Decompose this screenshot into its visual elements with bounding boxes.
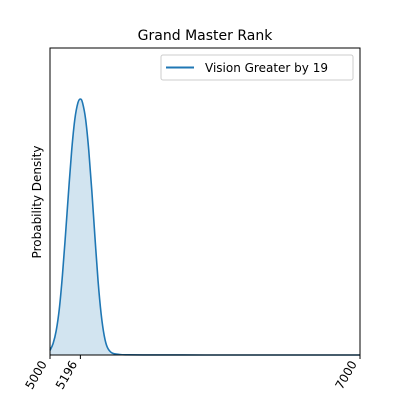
axes-frame (49, 47, 361, 356)
chart-title: Grand Master Rank (138, 28, 274, 44)
legend-box (160, 54, 354, 81)
plot-area: 5000 5196 7000 (22, 47, 361, 392)
series-area (50, 99, 360, 355)
x-tick-label: 5000 (22, 358, 49, 391)
legend-entry: Vision Greater by 19 (205, 61, 328, 75)
legend: Vision Greater by 19 (160, 54, 354, 81)
x-tick-label: 5196 (53, 358, 80, 391)
y-axis-label: Probability Density (30, 146, 44, 259)
x-tick-label: 7000 (332, 358, 359, 391)
